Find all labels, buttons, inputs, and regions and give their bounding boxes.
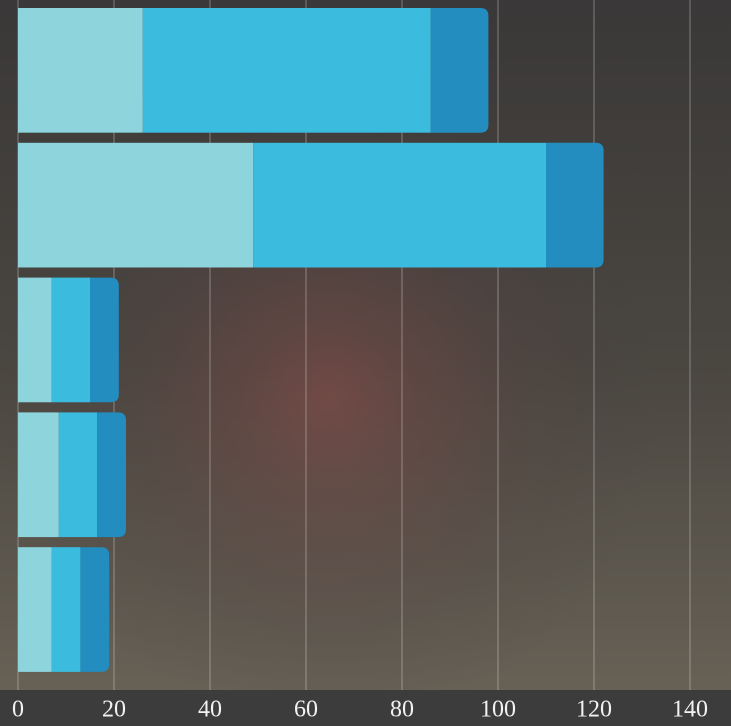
x-tick-label: 120 bbox=[576, 697, 612, 723]
bar-segment bbox=[58, 412, 98, 538]
bar-segment bbox=[18, 142, 254, 268]
x-tick-label: 140 bbox=[672, 697, 708, 723]
x-tick-label: 40 bbox=[198, 697, 222, 723]
x-tick-label: 80 bbox=[390, 697, 414, 723]
x-tick-label: 0 bbox=[12, 697, 24, 723]
axis-band bbox=[0, 690, 731, 726]
bar-segment bbox=[18, 277, 52, 403]
bar-segment bbox=[51, 277, 90, 403]
bar-segment bbox=[18, 8, 143, 133]
bar-segment bbox=[18, 547, 52, 672]
bar-segment bbox=[253, 142, 546, 268]
bar-segment bbox=[142, 8, 431, 133]
x-tick-label: 100 bbox=[480, 697, 516, 723]
bar-segment bbox=[546, 142, 604, 268]
bar-segment bbox=[97, 412, 126, 538]
bar-segment bbox=[80, 547, 110, 672]
x-tick-label: 60 bbox=[294, 697, 318, 723]
bar-segment bbox=[51, 547, 81, 672]
bar-segment bbox=[18, 412, 59, 538]
bar-segment bbox=[90, 277, 119, 403]
bar-segment bbox=[430, 8, 489, 133]
x-tick-label: 20 bbox=[102, 697, 126, 723]
